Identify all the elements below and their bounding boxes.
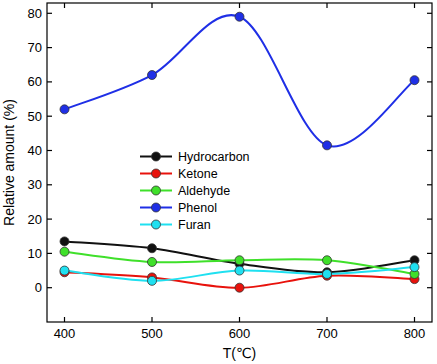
y-tick xyxy=(47,150,52,151)
y-tick xyxy=(47,287,52,288)
y-tick-right xyxy=(427,287,432,288)
legend-label: Furan xyxy=(178,218,211,232)
y-tick-label: 10 xyxy=(28,246,42,261)
legend-marker xyxy=(152,152,161,161)
y-tick-label: 30 xyxy=(28,177,42,192)
x-tick-top xyxy=(64,3,65,8)
plot-area xyxy=(60,12,419,292)
series-line xyxy=(65,15,415,146)
series-marker xyxy=(60,266,69,275)
series-marker xyxy=(410,76,419,85)
y-tick-label: 20 xyxy=(28,212,42,227)
y-tick-right xyxy=(427,13,432,14)
y-tick-label: 80 xyxy=(28,6,42,21)
y-tick xyxy=(47,184,52,185)
y-tick-right xyxy=(427,116,432,117)
series-marker xyxy=(148,244,157,253)
y-tick-right xyxy=(427,253,432,254)
legend-marker xyxy=(152,203,161,212)
x-tick-label: 600 xyxy=(229,326,251,341)
series-marker xyxy=(323,256,332,265)
x-axis-label: T(℃) xyxy=(223,345,257,361)
series-marker xyxy=(323,269,332,278)
series-marker xyxy=(410,263,419,272)
y-tick-label: 60 xyxy=(28,74,42,89)
x-tick-top xyxy=(326,3,327,8)
legend-marker xyxy=(152,220,161,229)
x-tick xyxy=(414,317,415,322)
legend: Hydrocarbon Ketone Aldehyde Phenol Furan xyxy=(140,150,250,232)
legend-label: Aldehyde xyxy=(178,184,230,198)
series-marker xyxy=(148,71,157,80)
series-marker xyxy=(60,237,69,246)
y-tick xyxy=(47,253,52,254)
series-marker xyxy=(60,105,69,114)
series-marker xyxy=(235,256,244,265)
x-tick-label: 800 xyxy=(404,326,426,341)
y-tick-label: 0 xyxy=(35,280,42,295)
y-axis-label: Relative amount (%) xyxy=(1,99,17,226)
x-tick xyxy=(326,317,327,322)
x-tick-top xyxy=(239,3,240,8)
x-tick-label: 500 xyxy=(141,326,163,341)
y-tick xyxy=(47,116,52,117)
series-marker xyxy=(235,283,244,292)
y-tick xyxy=(47,13,52,14)
series-marker xyxy=(60,247,69,256)
series-marker xyxy=(235,12,244,21)
series-marker xyxy=(148,276,157,285)
y-tick-label: 70 xyxy=(28,40,42,55)
y-tick-right xyxy=(427,150,432,151)
series-marker xyxy=(323,141,332,150)
x-tick xyxy=(239,317,240,322)
x-tick-label: 700 xyxy=(316,326,338,341)
y-tick xyxy=(47,218,52,219)
plot-frame xyxy=(47,3,432,322)
x-tick-top xyxy=(414,3,415,8)
x-tick xyxy=(64,317,65,322)
x-tick xyxy=(151,317,152,322)
y-tick-label: 40 xyxy=(28,143,42,158)
y-tick-right xyxy=(427,184,432,185)
y-tick-right xyxy=(427,47,432,48)
legend-label: Phenol xyxy=(178,201,217,215)
chart: 400 500 600 700 800 0 10 20 30 40 50 60 70 80 T(℃) Rela… xyxy=(0,0,437,364)
legend-marker xyxy=(152,169,161,178)
x-tick-top xyxy=(151,3,152,8)
legend-label: Hydrocarbon xyxy=(178,150,250,164)
x-tick-label: 400 xyxy=(54,326,76,341)
legend-marker xyxy=(152,186,161,195)
y-tick-right xyxy=(427,81,432,82)
y-tick xyxy=(47,81,52,82)
y-tick xyxy=(47,47,52,48)
y-tick-label: 50 xyxy=(28,109,42,124)
series-marker xyxy=(235,266,244,275)
series-marker xyxy=(148,257,157,266)
legend-label: Ketone xyxy=(178,167,218,181)
y-tick-right xyxy=(427,218,432,219)
